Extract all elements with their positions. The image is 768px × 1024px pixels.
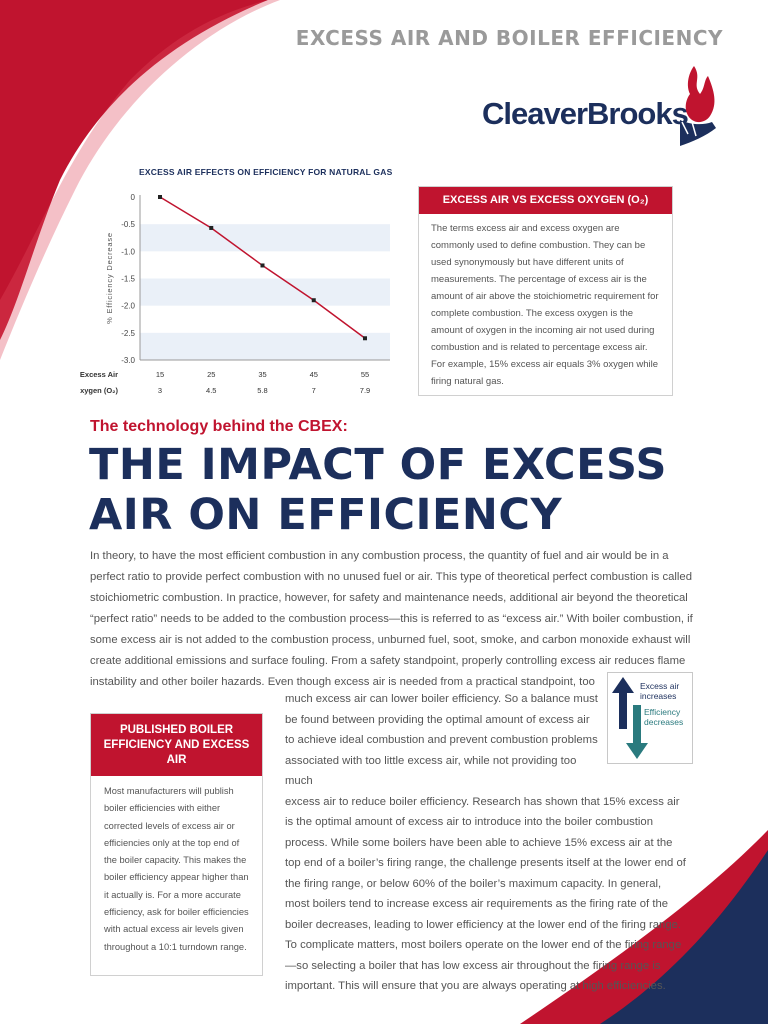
article-kicker: The technology behind the CBEX: xyxy=(90,418,348,435)
chart-grid-band xyxy=(140,224,390,252)
chart-data-point xyxy=(260,263,265,268)
published-efficiency-box: PUBLISHED BOILER EFFICIENCY AND EXCESS A… xyxy=(90,713,263,976)
chart-x-tick-label: 35 xyxy=(258,370,266,379)
headline-line-2: AIR ON EFFICIENCY xyxy=(89,490,563,540)
chart-y-tick-label: -1.0 xyxy=(121,247,135,256)
chart-y-tick-label: 0 xyxy=(131,193,136,202)
chart-title: EXCESS AIR EFFECTS ON EFFICIENCY FOR NAT… xyxy=(139,167,393,177)
article-body-column: much excess air can lower boiler efficie… xyxy=(285,689,687,997)
top-left-red-swoosh xyxy=(0,0,268,340)
top-left-swoosh-highlight xyxy=(0,0,280,360)
chart-grid-band xyxy=(140,332,390,360)
up-arrow-icon xyxy=(612,677,634,729)
chart-series-line xyxy=(159,196,366,339)
chart-x-tick-label: 25 xyxy=(207,370,215,379)
article-body-intro: In theory, to have the most efficient co… xyxy=(90,550,693,688)
headline-line-1: THE IMPACT OF EXCESS xyxy=(89,440,667,490)
excess-air-vs-oxygen-box: EXCESS AIR VS EXCESS OXYGEN (O₂) The ter… xyxy=(418,186,673,396)
article-body-wide: excess air to reduce boiler efficiency. … xyxy=(285,795,686,993)
chart-y-axis-label: % Efficiency Decrease xyxy=(105,232,114,324)
excess-air-vs-oxygen-text: The terms excess air and excess oxygen a… xyxy=(431,223,659,387)
chart-y-tick-label: -2.0 xyxy=(121,302,135,311)
article-headline: THE IMPACT OF EXCESS AIR ON EFFICIENCY xyxy=(89,440,709,540)
cleaverbrooks-logo: CleaverBrooks® xyxy=(482,64,722,154)
chart-y-tick-label: -0.5 xyxy=(121,220,135,229)
page-header-title: EXCESS AIR AND BOILER EFFICIENCY xyxy=(295,26,723,50)
chart-y-tick-label: -3.0 xyxy=(121,356,135,365)
chart-x-tick-label: 7 xyxy=(312,386,316,395)
chart-data-point xyxy=(311,298,316,303)
down-arrow-icon xyxy=(626,705,648,759)
excess-air-arrow-legend: Excess air increases Efficiency decreases xyxy=(607,672,693,764)
chart-data-point xyxy=(363,336,367,341)
chart-x-tick-label: 55 xyxy=(361,370,369,379)
excess-air-vs-oxygen-heading: EXCESS AIR VS EXCESS OXYGEN (O₂) xyxy=(419,187,672,214)
chart-x-tick-label: 45 xyxy=(310,370,318,379)
published-efficiency-heading: PUBLISHED BOILER EFFICIENCY AND EXCESS A… xyxy=(91,714,262,776)
excess-air-increases-label: Excess air increases xyxy=(640,681,680,701)
chart-x-row-label: % of Excess Air xyxy=(80,370,118,379)
efficiency-decreases-label: Efficiency decreases xyxy=(644,707,684,727)
chart-x-tick-label: 4.5 xyxy=(206,386,216,395)
chart-grid-band xyxy=(140,278,390,306)
chart-x-tick-label: 3 xyxy=(158,386,162,395)
logo-wordmark: CleaverBrooks® xyxy=(482,96,694,131)
chart-x-tick-label: 5.8 xyxy=(257,386,267,395)
article-body-narrow: much excess air can lower boiler efficie… xyxy=(285,693,598,787)
chart-data-point xyxy=(158,195,162,199)
bottom-right-navy-swoosh xyxy=(600,850,768,1024)
chart-x-tick-label: 15 xyxy=(156,370,164,379)
chart-x-tick-label: 7.9 xyxy=(360,386,370,395)
efficiency-line-chart: 0 -0.5 -1.0 -1.5 -2.0 -2.5 -3.0 % Efficiency D… xyxy=(80,193,390,395)
chart-y-tick-label: -1.5 xyxy=(121,275,135,284)
flame-hand-icon xyxy=(680,66,716,146)
published-efficiency-text: Most manufacturers will publish boiler e… xyxy=(104,786,249,952)
chart-data-point xyxy=(209,225,214,230)
chart-x-row-label: % Oxygen (O₂) xyxy=(80,386,118,395)
chart-y-tick-label: -2.5 xyxy=(121,329,135,338)
